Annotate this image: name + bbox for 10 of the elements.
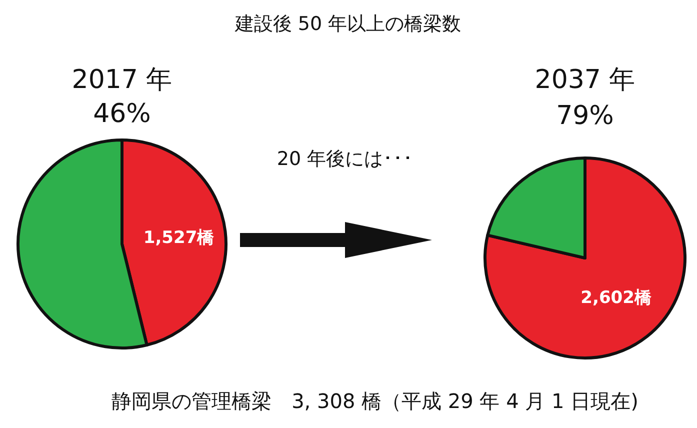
chart-subtitle: 46% <box>93 99 151 129</box>
data-label: 2,602橋 <box>580 288 652 308</box>
chart-title: 2017 年 <box>72 65 172 95</box>
data-label: 1,527橋 <box>143 228 216 248</box>
text: 静岡県の管理橋梁 3, 308 橋（平成 29 年 4 月 1 日現在) <box>112 389 638 413</box>
pie-slice <box>484 156 686 360</box>
text: 建設後 50 年以上の橋梁数 <box>234 13 462 35</box>
chart-title: 2037 年 <box>534 65 636 95</box>
chart-subtitle: 79% <box>556 101 614 131</box>
text: 20 年後には･･･ <box>276 148 414 170</box>
